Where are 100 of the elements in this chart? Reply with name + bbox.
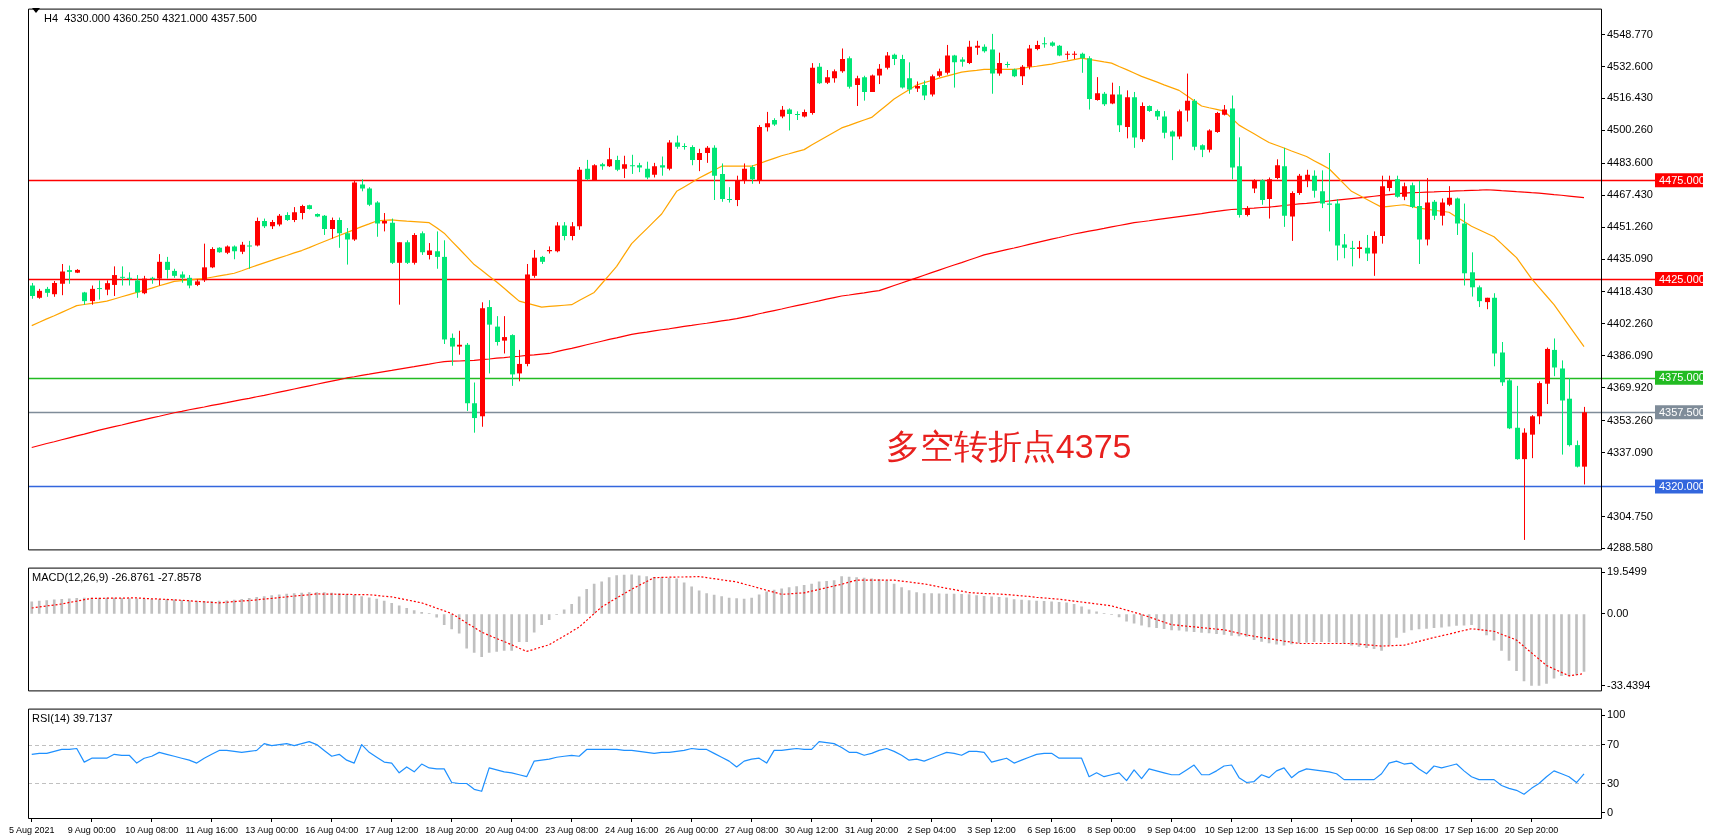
candlestick <box>502 315 507 354</box>
candlestick <box>585 159 590 181</box>
bar <box>1155 614 1158 629</box>
bar <box>202 601 206 614</box>
bar <box>1410 614 1413 631</box>
x-tick-label: 9 Aug 00:00 <box>67 824 116 835</box>
candlestick <box>922 80 927 101</box>
candlestick <box>450 333 455 367</box>
bar <box>172 599 176 614</box>
y-tick-label: 4467.430 <box>1607 188 1653 201</box>
y-tick-label: 0.00 <box>1607 607 1629 620</box>
y-tick-label: 4337.090 <box>1607 445 1653 458</box>
candlestick <box>817 62 822 85</box>
candlestick <box>1552 337 1557 377</box>
bar <box>1395 614 1398 638</box>
candlestick <box>337 217 342 249</box>
y-tick-label: -33.4394 <box>1607 678 1651 691</box>
y-tick-label: 4500.260 <box>1607 123 1653 136</box>
bar <box>277 594 281 614</box>
bar <box>442 614 446 626</box>
y-tick-label: 4548.770 <box>1607 27 1653 40</box>
chart-title: H4 4330.000 4360.250 4321.000 4357.500 <box>44 11 257 24</box>
candlestick <box>630 154 635 175</box>
bar <box>1425 614 1428 629</box>
bar <box>217 600 221 614</box>
bar <box>1575 614 1578 676</box>
candlestick <box>1162 110 1167 139</box>
x-tick-label: 13 Sep 16:00 <box>1264 824 1319 835</box>
bar <box>412 610 416 614</box>
bar <box>517 614 521 643</box>
bar <box>307 592 311 614</box>
bar <box>1455 614 1458 626</box>
bar <box>1320 614 1323 643</box>
x-tick-label: 13 Aug 00:00 <box>245 824 299 835</box>
candlestick <box>562 221 567 241</box>
candlestick <box>472 382 477 434</box>
x-tick-label: 15 Sep 00:00 <box>1324 824 1379 835</box>
ref-line-label: 4475.000 <box>1659 173 1705 186</box>
bar <box>705 593 708 614</box>
candlestick <box>1170 129 1175 161</box>
bar <box>510 614 513 651</box>
candlestick <box>495 315 500 347</box>
bar <box>30 601 34 614</box>
bar <box>315 592 319 614</box>
bar <box>1125 614 1128 622</box>
candlestick <box>997 52 1002 77</box>
candlestick <box>247 240 252 270</box>
candlestick <box>1312 169 1317 199</box>
candlestick <box>1440 197 1445 226</box>
bar <box>975 595 978 614</box>
candlestick <box>322 214 327 236</box>
x-tick-label: 2 Sep 04:00 <box>907 824 956 835</box>
candlestick <box>165 256 170 280</box>
y-tick-label: 70 <box>1607 737 1620 750</box>
x-tick-label: 8 Sep 00:00 <box>1087 824 1136 835</box>
bar <box>367 597 371 614</box>
bar <box>1530 614 1533 686</box>
bar <box>1200 614 1203 633</box>
candlestick <box>622 155 627 179</box>
bar <box>1245 614 1248 637</box>
bar <box>345 594 349 614</box>
bar <box>270 595 274 614</box>
candlestick <box>1027 44 1032 70</box>
candlestick <box>607 147 612 168</box>
bar <box>1440 614 1443 628</box>
bar <box>1485 614 1488 636</box>
bar <box>457 614 461 634</box>
bar <box>900 587 903 614</box>
bar <box>142 598 146 614</box>
bar <box>1500 614 1503 651</box>
bar <box>135 598 139 614</box>
bar <box>570 604 573 614</box>
ref-line-label: 4357.500 <box>1659 405 1705 418</box>
candlestick <box>570 221 575 241</box>
bar <box>810 583 813 614</box>
x-tick-label: 30 Aug 12:00 <box>785 824 839 835</box>
line-series <box>31 575 1585 677</box>
candlestick <box>135 274 140 299</box>
x-tick-label: 6 Sep 16:00 <box>1027 824 1076 835</box>
bar <box>990 596 993 614</box>
bar <box>262 596 266 614</box>
bar <box>390 602 394 614</box>
bar <box>120 598 124 614</box>
x-tick-label: 17 Aug 12:00 <box>365 824 419 835</box>
bar <box>435 614 439 618</box>
candlestick <box>1432 199 1437 221</box>
candlestick <box>1260 178 1265 206</box>
x-tick-label: 10 Sep 12:00 <box>1204 824 1259 835</box>
y-tick-label: 4402.260 <box>1607 316 1653 329</box>
candlestick <box>1395 175 1400 199</box>
bar <box>660 577 663 614</box>
annotation: 多空转折点4375 <box>885 427 1132 466</box>
candlestick <box>877 63 882 85</box>
bar <box>67 598 71 614</box>
bar <box>720 596 723 614</box>
candlestick <box>840 48 845 74</box>
bar <box>382 600 386 614</box>
x-tick-label: 31 Aug 20:00 <box>845 824 899 835</box>
bar <box>675 578 678 614</box>
bar <box>1020 599 1023 614</box>
